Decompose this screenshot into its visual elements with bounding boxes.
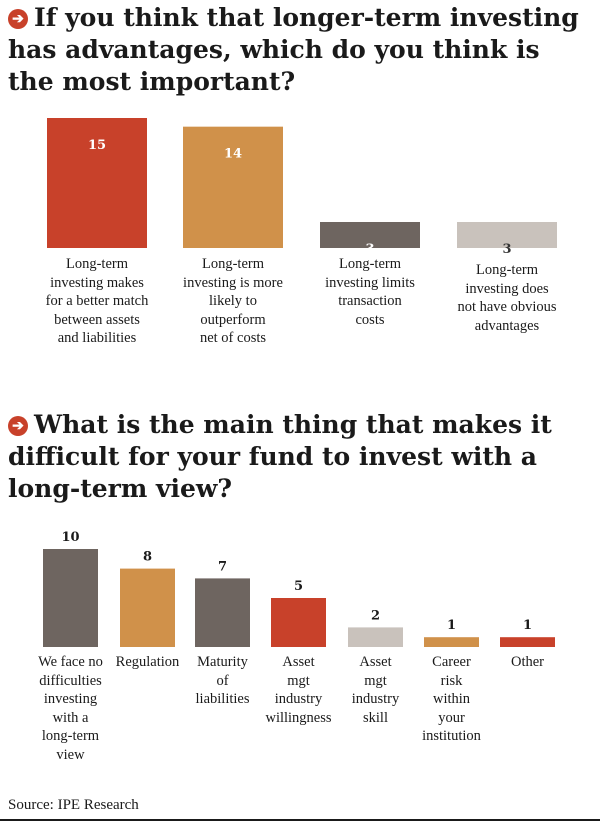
- category-label-line: of: [216, 672, 229, 689]
- bar: [348, 627, 403, 647]
- category-label-line: Long-term: [338, 256, 401, 272]
- category-label-line: view: [56, 746, 85, 763]
- category-label-line: not have obvious: [457, 299, 557, 315]
- question-1-heading: ➔ If you think that longer-term investing…: [8, 2, 590, 98]
- bar: [183, 126, 283, 248]
- category-label-line: advantages: [474, 317, 540, 334]
- bar-value-label: 3: [502, 242, 511, 257]
- category-label: Asset mgt industry skill: [337, 653, 415, 727]
- bar: [47, 118, 147, 248]
- bar-value-label: 8: [143, 550, 152, 565]
- category-label-line: between assets: [54, 311, 140, 328]
- bottom-divider: [0, 819, 600, 821]
- category-label-line: outperform: [200, 311, 266, 328]
- category-label-line: mgt: [287, 672, 310, 689]
- category-label-line: net of costs: [199, 330, 267, 346]
- category-label-line: Long-term: [201, 256, 264, 272]
- category-label-line: industry: [351, 691, 400, 707]
- category-label-line: Career: [432, 654, 471, 670]
- bar-value-label: 5: [294, 579, 303, 594]
- bar: [195, 578, 250, 647]
- category-label-line: for a better match: [45, 293, 149, 309]
- category-label: Other: [489, 653, 567, 672]
- bar-value-label: 15: [88, 138, 106, 153]
- bar: [424, 637, 479, 647]
- category-label-line: investing makes: [50, 274, 144, 291]
- bar-value-label: 7: [218, 559, 227, 574]
- category-label-line: investing is more: [183, 274, 283, 291]
- category-label-line: Maturity: [197, 654, 248, 670]
- category-label-line: Other: [510, 654, 544, 670]
- category-label-line: Regulation: [115, 654, 180, 670]
- category-label-line: Asset: [359, 654, 392, 670]
- category-label: Regulation: [109, 653, 187, 672]
- bar-value-label: 10: [61, 530, 79, 545]
- category-label-line: industry: [274, 691, 323, 707]
- chart-2: 10 8 7 5 2 1 1: [43, 530, 555, 647]
- category-label-line: mgt: [364, 672, 387, 689]
- bar-value-label: 3: [365, 242, 374, 257]
- bar-value-label: 2: [371, 608, 380, 623]
- arrow-right-circle-icon: ➔: [8, 416, 28, 436]
- category-label-line: willingness: [265, 709, 332, 726]
- category-label-line: skill: [363, 709, 388, 726]
- category-label: Long-term investing does not have obvious a…: [441, 261, 573, 335]
- category-label: We face no difficulties investing with a lon…: [32, 653, 110, 764]
- category-label-line: difficulties: [39, 672, 102, 689]
- bar: [320, 222, 420, 248]
- category-label: Asset mgt industry willingness: [260, 653, 338, 727]
- bar: [271, 598, 326, 647]
- bar: [500, 637, 555, 647]
- category-label-line: institution: [422, 728, 481, 744]
- category-label-line: Asset: [282, 654, 315, 670]
- category-label-line: risk: [440, 672, 463, 689]
- category-label-line: liabilities: [195, 691, 250, 707]
- category-label-line: We face no: [38, 654, 103, 670]
- category-label-line: long-term: [41, 728, 100, 744]
- category-label-line: investing limits: [325, 274, 415, 291]
- bar: [457, 222, 557, 248]
- category-label-line: likely to: [209, 293, 257, 309]
- category-label: Maturity of liabilities: [184, 653, 262, 709]
- bar: [43, 549, 98, 647]
- category-label: Long-term investing makes for a better mat…: [31, 255, 163, 348]
- category-label-line: investing: [43, 691, 98, 707]
- category-label: Long-term investing is more likely to outpe…: [167, 255, 299, 348]
- bar: [120, 568, 175, 647]
- question-2-heading: ➔ What is the main thing that makes it di…: [8, 409, 590, 505]
- category-label-line: costs: [355, 311, 385, 328]
- bar-value-label: 14: [224, 147, 242, 162]
- category-label-line: transaction: [338, 293, 402, 309]
- question-1-text: If you think that longer-term investing …: [8, 3, 579, 96]
- chart-1: 15 14 3 3: [47, 118, 557, 257]
- category-label-line: investing does: [465, 280, 549, 297]
- category-label-line: your: [438, 709, 465, 726]
- category-label: Career risk within your institution: [413, 653, 491, 746]
- category-label-line: within: [432, 691, 471, 707]
- category-label-line: and liabilities: [57, 330, 137, 346]
- bar-value-label: 1: [447, 618, 456, 633]
- category-label-line: with a: [52, 709, 89, 726]
- category-label-line: Long-term: [65, 256, 128, 272]
- question-2-text: What is the main thing that makes it dif…: [8, 410, 552, 503]
- category-label-line: Long-term: [475, 262, 538, 278]
- category-label: Long-term investing limits transaction cost…: [304, 255, 436, 329]
- source-note: Source: IPE Research: [8, 797, 139, 813]
- arrow-right-circle-icon: ➔: [8, 9, 28, 29]
- bar-value-label: 1: [523, 618, 532, 633]
